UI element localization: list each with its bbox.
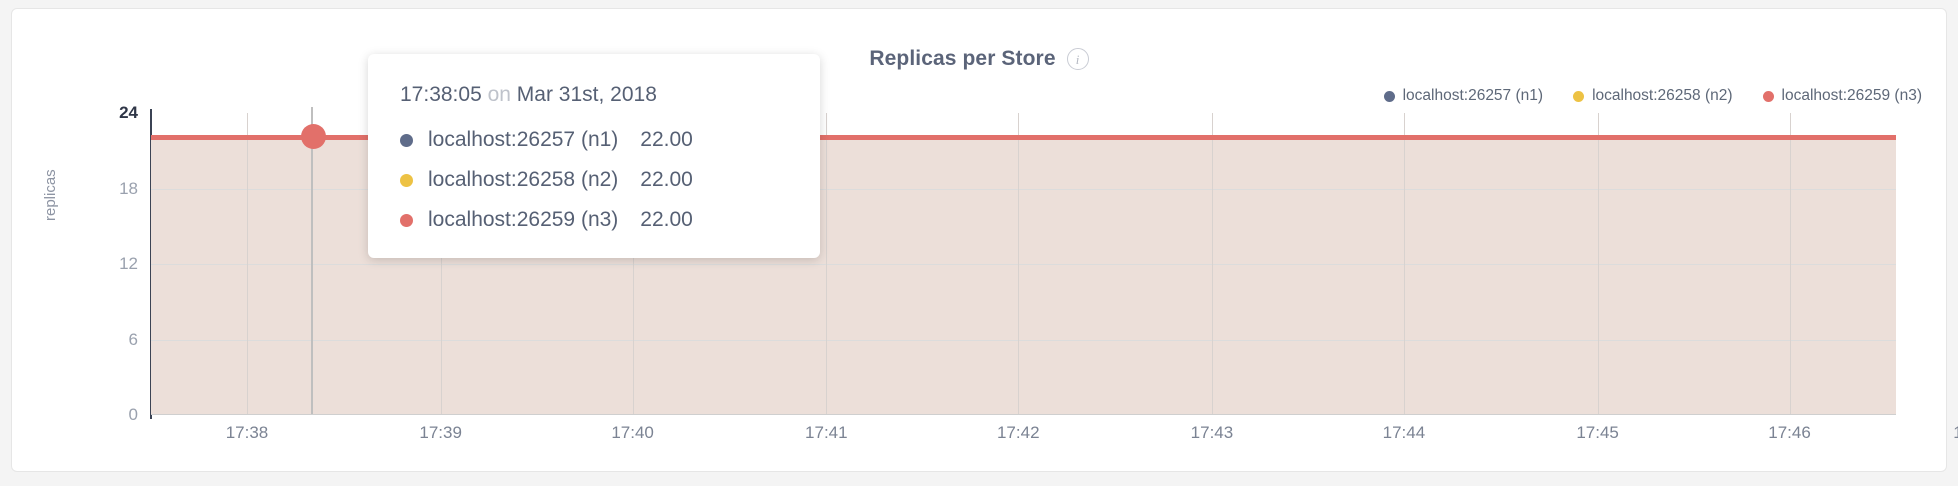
y-axis-ticks: 24 18 12 6 0	[72, 103, 138, 424]
tooltip-value-n2: 22.00	[640, 168, 693, 191]
series-line-n3	[151, 135, 1896, 140]
legend-item-n2[interactable]: localhost:26258 (n2)	[1573, 87, 1733, 105]
vgridline-1738	[246, 113, 248, 415]
x-tick-1746: 17:46	[1768, 423, 1811, 442]
vgridline-1743	[1211, 113, 1213, 415]
y-tick-18: 18	[119, 178, 138, 198]
chart-title-text: Replicas per Store	[869, 47, 1056, 70]
legend-label-n1: localhost:26257 (n1)	[1402, 87, 1544, 104]
tooltip-label-n1: localhost:26257 (n1)	[428, 128, 619, 151]
gridline-18	[151, 188, 1896, 190]
legend-label-n3: localhost:26259 (n3)	[1781, 87, 1922, 104]
tooltip-swatch-n1	[400, 133, 413, 147]
tooltip-swatch-n3	[400, 213, 413, 227]
legend-item-n3[interactable]: localhost:26259 (n3)	[1762, 87, 1922, 105]
legend-item-n1[interactable]: localhost:26257 (n1)	[1383, 87, 1544, 105]
y-tick-12: 12	[119, 254, 138, 273]
vgridline-1740	[632, 113, 634, 415]
vgridline-1745	[1597, 113, 1599, 415]
x-tick-1741: 17:41	[805, 423, 848, 442]
x-tick-1738: 17:38	[225, 423, 269, 442]
vgridline-1746	[1789, 113, 1791, 415]
hover-data-point-marker[interactable]	[301, 124, 326, 149]
tooltip-label-n3: localhost:26259 (n3)	[428, 208, 619, 231]
gridline-6	[151, 339, 1896, 341]
x-tick-1747: 17:47	[1953, 423, 1958, 442]
tooltip-swatch-n2	[400, 173, 413, 187]
x-tick-1745: 17:45	[1576, 423, 1619, 442]
x-tick-1742: 17:42	[996, 423, 1040, 442]
vgridline-1741	[826, 113, 828, 415]
tooltip-value-n1: 22.00	[640, 128, 693, 151]
info-icon[interactable]: i	[1066, 48, 1089, 70]
legend-label-n2: localhost:26258 (n2)	[1592, 87, 1733, 104]
x-tick-1743: 17:43	[1190, 423, 1234, 442]
y-tick-6: 6	[128, 329, 138, 349]
y-tick-24: 24	[119, 103, 138, 122]
x-tick-1740: 17:40	[611, 423, 654, 442]
hover-tooltip: 17:38:05 on Mar 31st, 2018 localhost:262…	[368, 54, 820, 258]
tooltip-label-n2: localhost:26258 (n2)	[428, 168, 619, 191]
gridline-12	[151, 264, 1896, 265]
vgridline-1744	[1403, 113, 1405, 415]
legend-swatch-n3	[1762, 90, 1774, 102]
vgridline-1739	[440, 113, 442, 415]
x-axis-ticks: 17:38 17:39 17:40 17:41 17:42 17:43 17:4…	[151, 423, 1958, 453]
legend-swatch-n2	[1573, 90, 1585, 102]
page-title: Replicas per Store i	[12, 47, 1946, 71]
tooltip-on-word: on	[487, 83, 511, 106]
vgridline-1742	[1018, 113, 1020, 415]
x-tick-1744: 17:44	[1382, 423, 1426, 442]
chart-card: Replicas per Store i localhost:26257 (n1…	[11, 8, 1958, 472]
tooltip-time: 17:38:05	[400, 83, 482, 106]
chart-legend: localhost:26257 (n1) localhost:26258 (n2…	[1383, 87, 1922, 105]
tooltip-value-n3: 22.00	[640, 208, 693, 231]
x-axis-line	[151, 414, 1896, 415]
y-tick-0: 0	[128, 405, 138, 424]
y-axis-label: replicas	[42, 169, 59, 221]
legend-swatch-n1	[1383, 90, 1395, 102]
tooltip-row-n3: localhost:26259 (n3) 22.00	[400, 208, 788, 232]
hover-cursor-line	[311, 107, 313, 415]
tooltip-row-n2: localhost:26258 (n2) 22.00	[400, 168, 788, 192]
tooltip-row-n1: localhost:26257 (n1) 22.00	[400, 128, 788, 152]
x-tick-1739: 17:39	[419, 423, 462, 442]
tooltip-date: Mar 31st, 2018	[516, 83, 657, 106]
tooltip-header: 17:38:05 on Mar 31st, 2018	[400, 83, 788, 107]
